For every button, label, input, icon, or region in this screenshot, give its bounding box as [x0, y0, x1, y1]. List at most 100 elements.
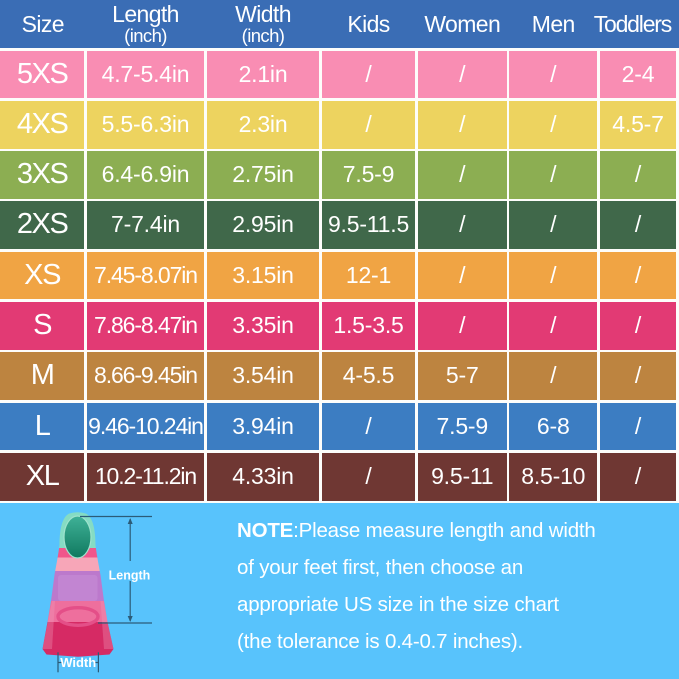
cell-3xs-width: 2.75in — [206, 151, 320, 199]
measurement-note: NOTE:Please measure length and width of … — [237, 512, 596, 660]
cell-5xs-size: 5XS — [0, 50, 85, 99]
length-arrow-down — [127, 616, 133, 622]
cell-5xs-men: / — [509, 50, 598, 99]
cell-4xs-size: 4XS — [0, 100, 85, 149]
cell-s-toddlers: / — [599, 301, 677, 350]
cell-m-women: 5-7 — [417, 352, 507, 401]
column-header-men: Men — [508, 0, 599, 48]
cell-4xs-toddlers: 4.5-7 — [599, 100, 677, 149]
cell-l-kids: / — [321, 402, 416, 451]
cell-l-length: 9.46-10.24in — [86, 402, 205, 451]
cell-2xs-women: / — [417, 201, 507, 250]
note-bold-prefix: NOTE — [237, 519, 294, 542]
cell-3xs-toddlers: / — [599, 151, 677, 199]
note-line-3: appropriate US size in the size chart — [237, 593, 559, 616]
cell-m-toddlers: / — [599, 352, 677, 401]
cell-l-men: 6-8 — [509, 402, 598, 451]
cell-4xs-women: / — [417, 100, 507, 149]
size-chart-table: Size Length (inch) Width (inch) Kids Women… — [0, 0, 679, 501]
cell-4xs-width: 2.3in — [206, 100, 320, 149]
cell-xs-women: / — [417, 251, 507, 300]
cell-s-length: 7.86-8.47in — [86, 301, 205, 350]
column-header-sublabel: (inch) — [124, 24, 167, 46]
note-line-2: of your feet first, then choose an — [237, 556, 524, 579]
length-arrow-up — [127, 518, 133, 524]
cell-5xs-toddlers: 2-4 — [599, 50, 677, 99]
cell-l-size: L — [0, 402, 85, 451]
cell-2xs-length: 7-7.4in — [86, 201, 205, 250]
cell-l-women: 7.5-9 — [417, 402, 507, 451]
cell-xs-toddlers: / — [599, 251, 677, 300]
length-dimension — [80, 515, 152, 624]
column-header-label: Size — [21, 11, 65, 37]
cell-3xs-length: 6.4-6.9in — [86, 151, 205, 199]
fin-blade-highlight — [58, 575, 98, 601]
fin-wing-left — [42, 601, 55, 649]
cell-s-size: S — [0, 301, 85, 350]
cell-xl-size: XL — [0, 452, 85, 501]
width-label: Width — [60, 655, 96, 670]
cell-xs-width: 3.15in — [206, 251, 320, 300]
cell-m-length: 8.66-9.45in — [86, 352, 205, 401]
column-header-label: Toddlers — [593, 11, 673, 37]
column-header-label: Men — [531, 11, 576, 37]
column-header-toddlers: Toddlers — [594, 0, 677, 48]
cell-xl-length: 10.2-11.2in — [86, 452, 205, 501]
column-header-width: Width (inch) — [206, 0, 321, 48]
cell-m-men: / — [509, 352, 598, 401]
cell-2xs-men: / — [509, 201, 598, 250]
cell-s-women: / — [417, 301, 507, 350]
cell-m-width: 3.54in — [206, 352, 320, 401]
cell-5xs-length: 4.7-5.4in — [86, 50, 205, 99]
cell-xs-length: 7.45-8.07in — [86, 251, 205, 300]
column-header-label: Kids — [347, 11, 390, 37]
fin-illustration: Length Width — [42, 512, 152, 673]
column-header-label: Width — [235, 0, 291, 27]
fin-foot-opening — [56, 605, 100, 627]
cell-s-men: / — [509, 301, 598, 350]
cell-m-kids: 4-5.5 — [321, 352, 416, 401]
cell-xl-women: 9.5-11 — [417, 452, 507, 501]
cell-xs-size: XS — [0, 251, 85, 300]
column-header-length: Length (inch) — [86, 0, 206, 48]
note-line-1-text: :Please measure length and width — [293, 519, 596, 542]
length-label: Length — [109, 569, 151, 583]
fin-toe-dome — [63, 515, 92, 559]
note-line-4: (the tolerance is 0.4-0.7 inches). — [237, 630, 524, 653]
cell-xl-kids: / — [321, 452, 416, 501]
fin-wing-right — [100, 601, 114, 649]
cell-4xs-men: / — [509, 100, 598, 149]
column-header-women: Women — [417, 0, 509, 48]
table-header-row: Size Length (inch) Width (inch) Kids Women… — [0, 0, 679, 48]
cell-3xs-size: 3XS — [0, 151, 85, 199]
cell-3xs-women: / — [417, 151, 507, 199]
cell-5xs-women: / — [417, 50, 507, 99]
cell-3xs-men: / — [509, 151, 598, 199]
cell-2xs-width: 2.95in — [206, 201, 320, 250]
cell-4xs-kids: / — [321, 100, 416, 149]
cell-l-toddlers: / — [599, 402, 677, 451]
cell-2xs-toddlers: / — [599, 201, 677, 250]
cell-5xs-width: 2.1in — [206, 50, 320, 99]
cell-s-width: 3.35in — [206, 301, 320, 350]
cell-xl-toddlers: / — [599, 452, 677, 501]
cell-xl-men: 8.5-10 — [509, 452, 598, 501]
column-header-kids: Kids — [321, 0, 417, 48]
cell-5xs-kids: / — [321, 50, 416, 99]
measurement-note-section: Length Width NOTE:Please measure length … — [0, 503, 679, 679]
column-header-label: Women — [424, 11, 501, 37]
column-header-sublabel: (inch) — [241, 24, 285, 46]
cell-2xs-size: 2XS — [0, 201, 85, 250]
cell-xl-width: 4.33in — [206, 452, 320, 501]
cell-xs-men: / — [509, 251, 598, 300]
cell-m-size: M — [0, 352, 85, 401]
cell-l-width: 3.94in — [206, 402, 320, 451]
note-line-1: NOTE:Please measure length and width — [237, 512, 596, 549]
column-header-size: Size — [0, 0, 86, 48]
cell-3xs-kids: 7.5-9 — [321, 151, 416, 199]
column-header-label: Length — [112, 0, 179, 27]
cell-2xs-kids: 9.5-11.5 — [321, 201, 416, 250]
cell-s-kids: 1.5-3.5 — [321, 301, 416, 350]
cell-xs-kids: 12-1 — [321, 251, 416, 300]
